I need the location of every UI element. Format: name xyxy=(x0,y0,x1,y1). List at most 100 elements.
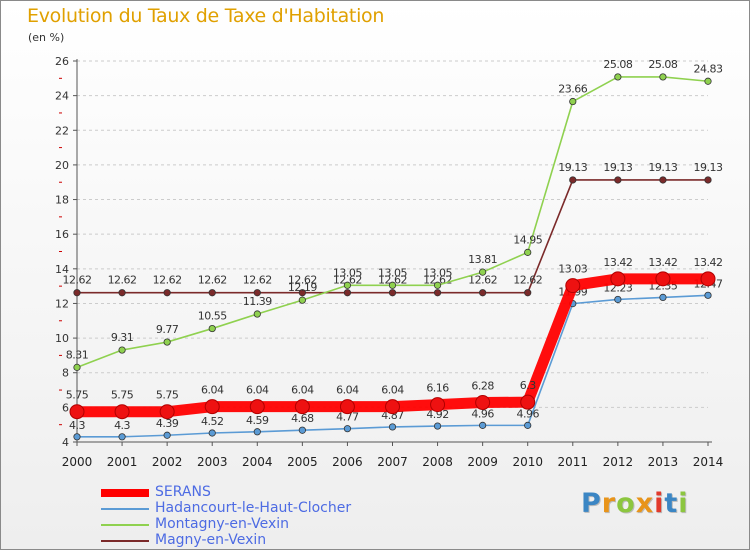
data-label-magny: 12.62 xyxy=(288,274,317,287)
y-tick-label: 24 xyxy=(55,90,69,103)
brand-letter: t xyxy=(664,488,679,519)
data-point-montagny xyxy=(659,73,667,81)
data-point-magny xyxy=(479,289,487,297)
data-point-montagny xyxy=(479,268,487,276)
data-point-hadancourt xyxy=(704,291,712,299)
x-tick-label: 2000 xyxy=(62,455,93,469)
data-point-hadancourt xyxy=(388,423,397,431)
y-tick-label: 12 xyxy=(55,297,69,310)
data-label-montagny: 13.05 xyxy=(423,266,452,279)
data-label-serans: 13.42 xyxy=(603,256,632,269)
y-tick-label: 10 xyxy=(55,332,69,345)
data-point-serans xyxy=(430,397,446,413)
data-point-montagny xyxy=(433,281,442,289)
data-label-hadancourt: 4.77 xyxy=(336,411,359,424)
brand-letter: P xyxy=(581,488,602,519)
data-label-serans: 13.42 xyxy=(648,256,677,269)
data-point-magny xyxy=(659,176,667,184)
data-label-hadancourt: 4.96 xyxy=(471,407,494,420)
data-point-magny xyxy=(298,289,306,297)
data-label-serans: 6.04 xyxy=(336,384,359,397)
data-label-magny: 12.62 xyxy=(63,274,92,287)
data-label-serans: 6.04 xyxy=(201,384,224,397)
x-tick-label: 2011 xyxy=(558,455,589,469)
legend-swatch-hadancourt xyxy=(101,508,149,510)
y-tick-label: 18 xyxy=(55,194,69,207)
data-label-hadancourt: 4.52 xyxy=(201,415,224,428)
x-tick-label: 2006 xyxy=(332,455,363,469)
data-point-montagny xyxy=(208,324,216,333)
data-point-hadancourt xyxy=(73,433,81,441)
legend-label-magny: Magny-en-Vexin xyxy=(155,532,267,548)
data-point-magny xyxy=(208,289,216,297)
data-label-serans: 6.3 xyxy=(520,379,536,392)
data-point-montagny xyxy=(388,281,397,289)
data-point-serans xyxy=(204,399,220,415)
data-label-magny: 19.13 xyxy=(648,161,677,174)
data-label-hadancourt: 4.3 xyxy=(114,419,130,432)
data-point-serans xyxy=(339,399,355,415)
data-point-montagny xyxy=(704,77,712,85)
data-point-serans xyxy=(249,399,265,415)
data-point-serans xyxy=(294,399,310,415)
data-label-serans: 6.28 xyxy=(471,380,494,393)
data-label-serans: 5.75 xyxy=(156,389,179,402)
data-label-montagny: 23.66 xyxy=(558,83,587,96)
legend-swatch-montagny xyxy=(101,524,149,526)
y-tick-label: 16 xyxy=(55,228,69,241)
data-label-montagny: 13.05 xyxy=(333,266,362,279)
x-tick-label: 2002 xyxy=(152,455,183,469)
data-point-montagny xyxy=(253,310,261,318)
data-point-montagny xyxy=(73,363,81,371)
brand-letter: x xyxy=(635,488,655,519)
data-label-montagny: 11.39 xyxy=(243,295,272,308)
data-label-montagny: 14.95 xyxy=(513,233,542,246)
data-point-magny xyxy=(163,289,171,297)
data-point-serans xyxy=(655,271,671,287)
legend-swatch-magny xyxy=(101,540,149,542)
y-tick-label: 4 xyxy=(62,436,69,449)
data-point-hadancourt xyxy=(298,426,306,434)
data-point-montagny xyxy=(343,281,352,289)
legend-swatch-serans xyxy=(101,489,149,497)
data-point-hadancourt xyxy=(524,421,532,429)
data-label-magny: 19.13 xyxy=(694,161,723,174)
data-point-magny xyxy=(118,289,126,297)
data-label-montagny: 25.08 xyxy=(648,58,677,71)
data-label-serans: 13.03 xyxy=(558,263,587,276)
data-point-montagny xyxy=(614,73,622,81)
data-label-montagny: 9.31 xyxy=(111,331,134,344)
x-tick-label: 2003 xyxy=(197,455,228,469)
data-label-hadancourt: 4.59 xyxy=(246,414,269,427)
data-label-montagny: 10.55 xyxy=(198,310,227,323)
data-label-hadancourt: 4.87 xyxy=(381,409,404,422)
data-label-magny: 12.62 xyxy=(198,274,227,287)
data-point-hadancourt xyxy=(343,425,352,433)
data-point-magny xyxy=(569,176,577,184)
brand-letter: i xyxy=(654,488,665,519)
brand-letter: r xyxy=(601,488,617,519)
y-tick-label: 26 xyxy=(55,55,69,68)
data-point-hadancourt xyxy=(614,295,622,304)
data-label-magny: 12.62 xyxy=(333,274,362,287)
data-point-serans xyxy=(700,271,716,287)
data-point-serans xyxy=(475,395,491,411)
data-point-magny xyxy=(704,176,712,184)
legend-label-montagny: Montagny-en-Vexin xyxy=(155,516,290,532)
data-point-serans xyxy=(159,404,175,420)
data-label-hadancourt: 4.39 xyxy=(156,417,179,430)
data-label-montagny: 8.31 xyxy=(66,348,89,361)
data-point-montagny xyxy=(524,248,532,256)
data-point-serans xyxy=(610,271,626,287)
data-point-montagny xyxy=(163,338,171,346)
data-point-hadancourt xyxy=(479,421,487,429)
y-tick-label: 22 xyxy=(55,124,69,137)
data-label-serans: 5.75 xyxy=(111,389,134,402)
data-label-serans: 6.04 xyxy=(381,384,404,397)
data-point-serans xyxy=(565,278,581,294)
data-point-serans xyxy=(385,399,400,415)
data-label-magny: 12.62 xyxy=(378,274,407,287)
data-label-serans: 6.16 xyxy=(426,382,449,395)
